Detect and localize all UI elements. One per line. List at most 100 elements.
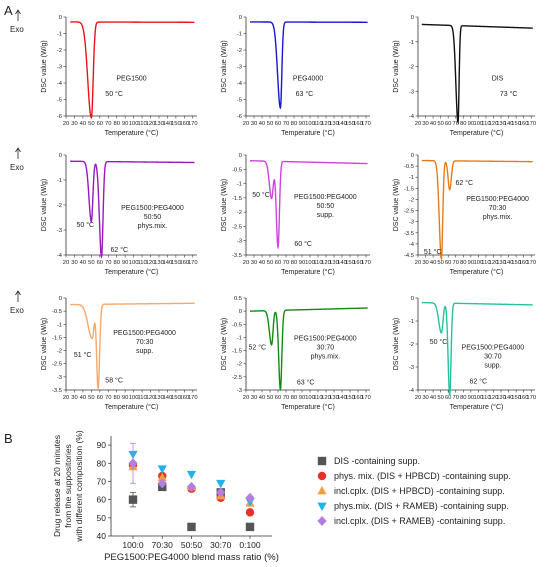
x-axis-label: Temperature (°C)	[281, 268, 335, 276]
dsc-curve	[421, 301, 533, 396]
y-tick-label: -2.5	[404, 209, 414, 215]
x-tick-label: 90	[468, 395, 474, 401]
x-tick-label: 50	[88, 395, 94, 401]
x-tick-label: 60	[275, 121, 281, 127]
y-tick-label: 40	[97, 531, 107, 541]
panel-label: PEG1500:PEG4000	[466, 196, 529, 203]
y-axis-label: DSC value (W/g)	[393, 40, 400, 93]
x-tick-label: 120	[321, 260, 331, 266]
exo-arrow-head	[15, 9, 21, 15]
x-tick-label: 110	[481, 121, 490, 127]
x-tick-label: 70	[105, 121, 111, 127]
y-tick-label: -1.5	[232, 349, 242, 355]
y-tick-label: -0.5	[232, 167, 242, 173]
x-tick-label: 90	[299, 260, 305, 266]
panel-label: 70:30	[136, 339, 154, 346]
panel-label: 30:70	[317, 344, 335, 351]
legend-marker	[317, 485, 327, 495]
legend-label: phys. mix. (DIS + HPBCD) -containing sup…	[334, 471, 511, 481]
x-tick-label: 70	[105, 260, 111, 266]
x-tick-label: 50	[267, 260, 273, 266]
x-tick-label: 90	[468, 260, 474, 266]
y-tick-label: -4.5	[404, 253, 414, 259]
x-tick-label: 80	[291, 121, 297, 127]
data-point	[245, 522, 255, 532]
y-tick-label: 0	[411, 153, 414, 159]
data-point	[216, 479, 226, 489]
y-tick-label: -1	[409, 40, 414, 46]
y-tick-label: -5	[237, 98, 242, 104]
x-tick-label: 30	[422, 121, 428, 127]
y-tick-label: -4	[57, 81, 63, 87]
dsc-curve	[70, 160, 195, 259]
x-tick-label: 100	[129, 260, 139, 266]
x-tick-label: 80	[291, 395, 297, 401]
y-axis-label: DSC value (W/g)	[221, 179, 228, 232]
x-tick-label: 150	[345, 121, 355, 127]
x-tick-label: 20	[415, 260, 421, 266]
x-tick-label: 30	[71, 395, 77, 401]
x-tick-label: 40	[80, 121, 86, 127]
peak-temperature-label: 62 °C	[469, 378, 487, 386]
y-axis-label: DSC value (W/g)	[41, 40, 48, 93]
data-point	[157, 478, 167, 489]
x-tick-label: 100:0	[122, 540, 144, 550]
x-tick-label: 120	[321, 121, 331, 127]
x-tick-label: 170	[188, 395, 198, 401]
x-tick-label: 160	[179, 121, 189, 127]
y-axis-label: DSC value (W/g)	[41, 318, 48, 371]
y-tick-label: -1	[409, 319, 414, 325]
x-tick-label: 160	[519, 260, 529, 266]
x-axis-label: Temperature (°C)	[105, 268, 159, 276]
legend-marker	[317, 471, 327, 481]
x-tick-label: 100	[305, 121, 315, 127]
peak-temperature-label: 62 °C	[111, 246, 129, 254]
x-tick-label: 80	[291, 260, 297, 266]
x-tick-label: 150	[171, 121, 181, 127]
x-tick-label: 20	[243, 121, 249, 127]
y-tick-label: -4	[57, 253, 63, 259]
x-tick-label: 120	[146, 121, 156, 127]
x-tick-label: 120	[146, 395, 156, 401]
x-tick-label: 90	[122, 121, 128, 127]
data-point	[245, 492, 255, 503]
x-tick-label: 150	[511, 121, 521, 127]
x-tick-label: 60	[97, 121, 103, 127]
y-tick-label: -4	[237, 81, 243, 87]
y-tick-label: 90	[97, 440, 107, 450]
y-tick-label: -3	[237, 65, 242, 71]
x-tick-label: 40	[80, 395, 86, 401]
x-tick-label: 130	[496, 260, 506, 266]
y-tick-label: -0.5	[404, 164, 414, 170]
x-tick-label: 110	[313, 121, 322, 127]
y-tick-label: -2	[237, 48, 242, 54]
panel-label: 30:70	[484, 354, 502, 361]
x-tick-label: 170	[526, 395, 536, 401]
x-tick-label: 130	[154, 121, 164, 127]
data-point	[128, 458, 138, 469]
exo-label: Exo	[10, 25, 24, 34]
y-tick-label: -2	[57, 48, 62, 54]
x-tick-label: 50	[267, 121, 273, 127]
x-tick-label: 110	[313, 260, 322, 266]
exo-label: Exo	[10, 163, 24, 172]
y-tick-label: -1	[409, 175, 414, 181]
y-tick-label: -2	[237, 362, 242, 368]
x-tick-label: 50	[88, 260, 94, 266]
panel-label: supp.	[484, 363, 501, 370]
dsc-curve	[70, 21, 195, 119]
y-tick-label: -1	[237, 182, 242, 188]
panel-label: 50:50	[144, 214, 162, 221]
y-tick-label: -1	[57, 32, 62, 38]
x-tick-label: 40	[430, 121, 436, 127]
y-tick-label: -1	[237, 335, 242, 341]
y-tick-label: -3	[237, 388, 242, 394]
x-tick-label: 80	[460, 121, 466, 127]
x-axis-label: Temperature (°C)	[281, 403, 335, 411]
x-tick-label: 70:30	[152, 540, 174, 550]
dsc-panels: 20 30 40 50 60 70 80 90 100110120130140150160170…	[10, 9, 536, 411]
y-tick-label: -2.5	[232, 375, 242, 381]
dsc-panel: 20 30 40 50 60 70 80 90 100110120130140150160170…	[10, 290, 198, 411]
y-tick-label: -4	[409, 388, 415, 394]
